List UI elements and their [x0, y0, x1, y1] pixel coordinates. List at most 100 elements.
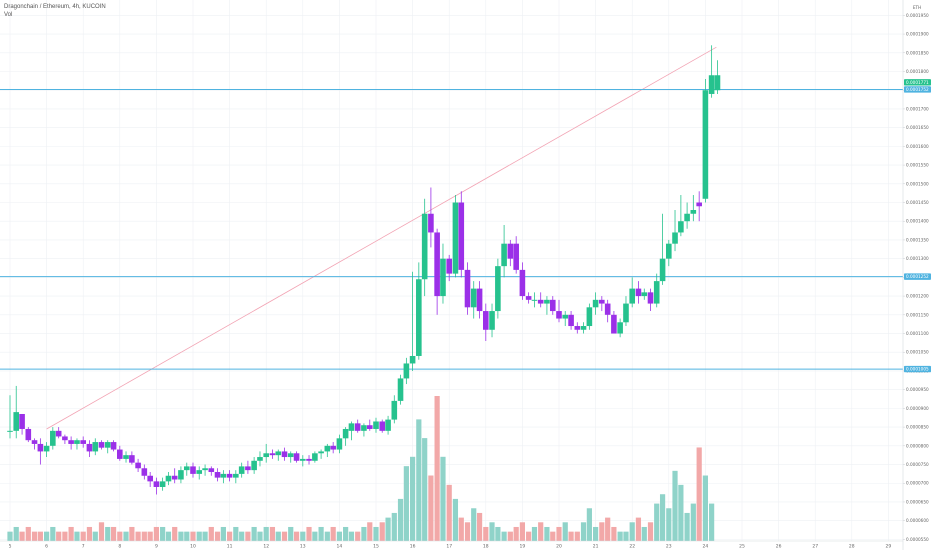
candle-body	[403, 363, 410, 379]
candle-body	[659, 258, 666, 282]
candle-body	[556, 311, 562, 319]
volume-bar	[654, 503, 660, 541]
volume-bar	[434, 396, 440, 541]
y-tick-label: 0.0000950	[906, 387, 929, 392]
candle-body	[696, 202, 702, 207]
volume-bar	[25, 526, 31, 541]
candle-body	[525, 296, 532, 300]
candle-body	[513, 243, 519, 270]
volume-bar	[293, 531, 300, 541]
volume-bar	[531, 526, 538, 541]
volume-bar	[586, 508, 592, 541]
candle-body	[617, 322, 623, 334]
candle-body	[117, 449, 123, 459]
candle-body	[458, 202, 465, 270]
volume-bar	[141, 531, 147, 541]
candle-body	[13, 412, 20, 431]
volume-bar	[44, 531, 50, 541]
volume-bar	[659, 494, 666, 541]
volume-bar	[318, 526, 324, 541]
candle-body	[385, 419, 391, 431]
volume-bar	[7, 531, 13, 541]
volume-bars	[7, 396, 715, 541]
candles	[7, 45, 721, 495]
candle-body	[330, 445, 336, 450]
candle-body	[336, 438, 343, 450]
candle-body	[293, 453, 300, 461]
candle-body	[55, 430, 62, 437]
y-tick-label: 0.0001500	[906, 181, 929, 186]
volume-bar	[617, 531, 623, 541]
x-tick-label: 9	[155, 544, 158, 550]
candle-body	[300, 458, 306, 461]
candle-body	[147, 475, 153, 482]
candle-body	[196, 470, 203, 474]
price-badges: 0.0001752 0.0001252 0.0001005 0.0001771	[904, 79, 931, 373]
y-tick-label: 0.0000750	[906, 462, 929, 467]
candle-body	[647, 292, 654, 304]
volume-bar	[56, 531, 62, 541]
volume-bar	[62, 531, 68, 541]
volume-bar	[37, 531, 43, 541]
candle-body	[672, 232, 678, 244]
volume-bar	[696, 447, 702, 541]
volume-bar	[367, 522, 373, 541]
volume-bar	[92, 531, 98, 541]
x-tick-label: 5	[9, 544, 12, 550]
y-tick-label: 0.0001800	[906, 69, 929, 74]
volume-bar	[690, 503, 696, 541]
candle-body	[416, 279, 422, 356]
volume-bar	[330, 526, 336, 541]
candle-body	[98, 442, 105, 448]
volume-bar	[239, 531, 245, 541]
candle-body	[354, 423, 361, 431]
volume-bar	[678, 484, 684, 541]
volume-bar	[165, 531, 172, 541]
y-tick-label: 0.0000850	[906, 425, 929, 430]
volume-bar	[257, 531, 263, 541]
volume-bar	[117, 531, 123, 541]
volume-bar	[385, 517, 391, 541]
volume-bar	[312, 531, 318, 541]
volume-bar	[336, 531, 342, 541]
x-tick-label: 8	[118, 544, 121, 550]
volume-bar	[452, 498, 459, 541]
x-tick-label: 27	[812, 544, 818, 550]
volume-bar	[153, 526, 159, 541]
volume-bar	[172, 526, 178, 541]
candle-body	[635, 288, 642, 297]
x-tick-label: 17	[446, 544, 452, 550]
level-badge-label: 0.0001752	[906, 87, 929, 92]
trendline-layer[interactable]	[46, 46, 717, 430]
currency-label: ETH	[913, 5, 921, 10]
volume-bar	[275, 531, 281, 541]
volume-bar	[50, 526, 56, 541]
candle-body	[501, 243, 507, 267]
candle-body	[562, 314, 569, 319]
volume-bar	[428, 475, 434, 541]
trendline	[46, 46, 717, 430]
volume-bar	[464, 522, 471, 541]
x-tick-label: 14	[337, 544, 343, 550]
candle-body	[104, 442, 111, 448]
candle-body	[245, 466, 251, 471]
candle-body	[263, 453, 269, 458]
volume-bar	[324, 531, 330, 541]
x-tick-label: 11	[227, 544, 233, 550]
volume-bar	[306, 526, 312, 541]
last-price-badge	[904, 79, 931, 86]
horizontal-levels[interactable]	[0, 88, 903, 370]
volume-bar	[623, 531, 629, 541]
volume-bar	[361, 526, 367, 541]
candle-body	[269, 453, 276, 456]
volume-bar	[184, 531, 190, 541]
candle-body	[74, 440, 80, 444]
candle-body	[489, 311, 495, 330]
volume-bar	[550, 531, 556, 541]
candle-body	[519, 269, 526, 297]
candle-body	[43, 445, 50, 452]
candle-body	[348, 423, 355, 431]
candle-body	[171, 475, 178, 480]
x-tick-label: 12	[263, 544, 269, 550]
